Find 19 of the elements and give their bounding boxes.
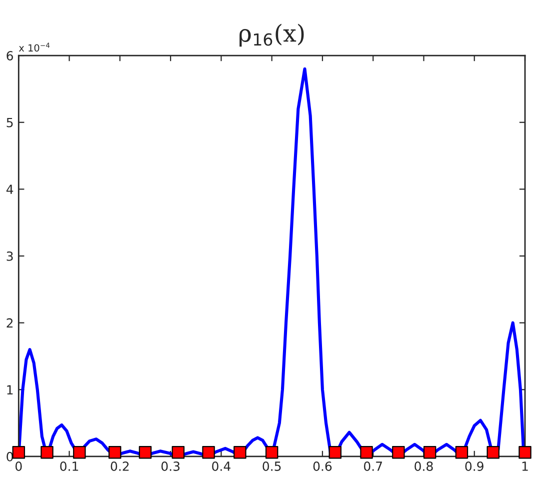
x-tick-label: 0.1 xyxy=(60,462,78,471)
y-tick-label: 1 xyxy=(7,385,13,394)
x-tick-label: 0.2 xyxy=(110,462,129,471)
x-tick-label: 0.7 xyxy=(364,462,382,471)
x-tick-label: 0.4 xyxy=(212,462,230,471)
x-tick-label: 0.9 xyxy=(465,462,484,471)
y-tick-label: 3 xyxy=(6,251,13,261)
y-tick-label: 5 xyxy=(6,118,13,128)
x-tick-label: 0.8 xyxy=(414,462,433,471)
text: x 10$^{−4}$ xyxy=(18,42,50,52)
chart-title: ρ$_{16}$(x) xyxy=(240,24,304,47)
x-tick-label: 0.3 xyxy=(161,462,180,471)
x-tick-label: 0.5 xyxy=(262,462,281,471)
y-tick-label: 2 xyxy=(6,318,13,328)
x-tick-label: 0 xyxy=(16,462,22,471)
y-tick-label: 4 xyxy=(6,184,14,194)
x-tick-label: 0.6 xyxy=(313,462,332,471)
x-tick-label: 1 xyxy=(522,462,528,471)
y-tick-label: 6 xyxy=(6,51,14,60)
